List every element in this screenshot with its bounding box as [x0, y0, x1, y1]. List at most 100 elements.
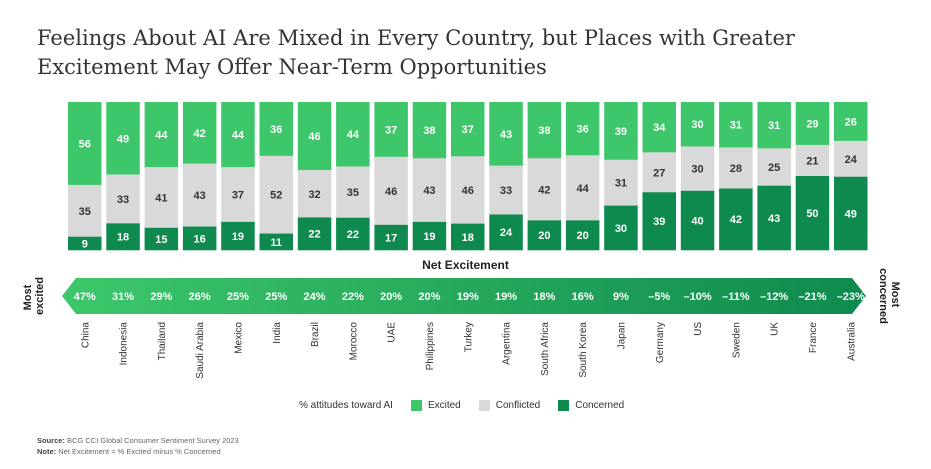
- bar-sweden-concerned: [719, 188, 753, 251]
- bar-india-excited: [259, 102, 293, 157]
- bar-philippines-concerned: [412, 221, 447, 251]
- bar-label-morocco-excited: 44: [347, 129, 360, 141]
- bar-morocco-conflicted: [336, 166, 370, 219]
- bar-label-france-conflicted: 21: [806, 155, 818, 167]
- net-label-saudi-arabia: 26%: [189, 291, 211, 303]
- bar-label-saudi-arabia-concerned: 16: [194, 233, 206, 245]
- bar-label-australia-conflicted: 24: [845, 154, 858, 166]
- legend-swatch-conflicted: [478, 399, 490, 411]
- bar-france-conflicted: [795, 144, 830, 177]
- bar-label-thailand-concerned: 15: [155, 234, 167, 246]
- bar-label-philippines-excited: 38: [423, 125, 435, 137]
- bar-sweden-conflicted: [719, 147, 753, 189]
- country-label-turkey: Turkey: [463, 322, 474, 352]
- bar-south-korea-conflicted: [565, 155, 600, 221]
- bar-turkey-conflicted: [451, 156, 485, 224]
- country-label-uk: UK: [770, 322, 781, 336]
- bar-label-japan-conflicted: 31: [615, 178, 627, 190]
- bar-sweden-excited: [719, 102, 753, 148]
- bar-label-philippines-concerned: 19: [423, 231, 435, 243]
- net-label-germany: –5%: [648, 291, 670, 303]
- bar-label-china-concerned: 9: [82, 238, 88, 250]
- bar-label-argentina-conflicted: 33: [500, 185, 512, 197]
- country-label-france: France: [808, 322, 819, 354]
- bar-uae-concerned: [374, 224, 408, 251]
- bar-turkey-excited: [451, 102, 485, 157]
- bar-china-concerned: [68, 236, 102, 251]
- bar-france-excited: [795, 102, 830, 146]
- net-label-uae: 20%: [380, 291, 402, 303]
- country-labels-group: China Indonesia Thailand Saudi Arabia Mexico…: [80, 322, 857, 379]
- bar-japan-excited: [604, 102, 638, 161]
- note-line: Note: Net Excitement = % Excited minus %…: [37, 446, 239, 457]
- net-label-argentina: 19%: [495, 291, 517, 303]
- bar-indonesia-concerned: [106, 223, 140, 251]
- bar-label-argentina-excited: 43: [500, 129, 512, 141]
- bar-china-excited: [68, 102, 102, 186]
- country-label-argentina: Argentina: [502, 322, 513, 365]
- country-label-south-korea: South Korea: [578, 322, 589, 378]
- bar-uae-conflicted: [374, 156, 408, 226]
- bar-south-africa-conflicted: [527, 158, 562, 221]
- bar-label-philippines-conflicted: 43: [423, 185, 435, 197]
- country-label-uae: UAE: [387, 322, 398, 343]
- bar-thailand-concerned: [144, 227, 179, 251]
- bar-label-india-excited: 36: [270, 124, 282, 136]
- country-label-thailand: Thailand: [157, 322, 168, 360]
- bar-morocco-concerned: [336, 217, 370, 251]
- legend-item-conflicted: Conflicted: [478, 399, 540, 411]
- bar-label-germany-conflicted: 27: [653, 167, 665, 179]
- bar-label-japan-concerned: 30: [615, 223, 627, 235]
- bar-label-south-africa-concerned: 20: [538, 230, 550, 242]
- bar-label-uae-conflicted: 46: [385, 186, 397, 198]
- source-line: Source: BCG CCI Global Consumer Sentimen…: [37, 435, 239, 446]
- bar-mexico-concerned: [221, 221, 255, 251]
- bar-china-conflicted: [68, 184, 102, 237]
- legend-label-excited: Excited: [427, 399, 461, 411]
- net-label-india: 25%: [265, 291, 287, 303]
- net-labels-group: 47% 31% 29% 26% 25% 25% 24% 22% 20% 20% 19% 19% 18% 1…: [74, 291, 865, 303]
- bar-france-concerned: [795, 176, 830, 251]
- bar-label-china-excited: 56: [79, 138, 91, 150]
- bar-label-sweden-conflicted: 28: [730, 163, 742, 175]
- title-line-2: Excitement May Offer Near-Term Opportuni…: [37, 55, 547, 79]
- source-label: Source:: [37, 436, 65, 445]
- bar-label-argentina-concerned: 24: [500, 227, 513, 239]
- bar-uk-conflicted: [757, 148, 791, 187]
- bar-philippines-conflicted: [412, 158, 447, 223]
- legend-item-concerned: Concerned: [558, 399, 624, 411]
- bar-india-concerned: [259, 233, 293, 251]
- bar-label-indonesia-conflicted: 33: [117, 194, 129, 206]
- bar-label-saudi-arabia-excited: 42: [194, 128, 206, 140]
- most-excited-line-2: excited: [34, 277, 46, 315]
- bar-us-conflicted: [680, 146, 715, 192]
- bar-argentina-excited: [489, 102, 523, 166]
- bar-south-africa-concerned: [527, 220, 562, 251]
- bar-germany-conflicted: [642, 152, 676, 193]
- bar-uae-excited: [374, 102, 408, 158]
- net-label-thailand: 29%: [150, 291, 172, 303]
- net-excitement-title: Net Excitement: [422, 258, 509, 272]
- bar-label-mexico-concerned: 19: [232, 231, 244, 243]
- most-excited-line-1: Most: [22, 284, 34, 310]
- stacked-bar-chart: 56 35 9 49 33 18 44 41 15 42 43 16 44 37 19 36 52 11 46 32 2…: [22, 102, 901, 379]
- country-label-china: China: [80, 322, 91, 349]
- bar-label-thailand-excited: 44: [155, 130, 168, 142]
- bar-label-saudi-arabia-conflicted: 43: [194, 190, 206, 202]
- bar-label-australia-excited: 26: [845, 116, 857, 128]
- bar-label-us-conflicted: 30: [691, 164, 703, 176]
- net-label-sweden: –11%: [722, 291, 750, 303]
- country-label-south-africa: South Africa: [540, 322, 551, 376]
- bar-label-sweden-excited: 31: [730, 120, 742, 132]
- bar-thailand-conflicted: [144, 167, 179, 229]
- bar-label-us-excited: 30: [691, 119, 703, 131]
- chart-title: Feelings About AI Are Mixed in Every Cou…: [37, 24, 897, 82]
- net-label-japan: 9%: [613, 291, 629, 303]
- bar-label-turkey-excited: 37: [462, 124, 474, 136]
- most-concerned-label: Most concerned: [877, 268, 901, 324]
- footer: Source: BCG CCI Global Consumer Sentimen…: [37, 435, 239, 457]
- bar-label-mexico-conflicted: 37: [232, 190, 244, 202]
- country-label-brazil: Brazil: [310, 322, 321, 347]
- note-text: Net Excitement = % Excited minus % Conce…: [56, 447, 221, 456]
- bar-india-conflicted: [259, 155, 293, 234]
